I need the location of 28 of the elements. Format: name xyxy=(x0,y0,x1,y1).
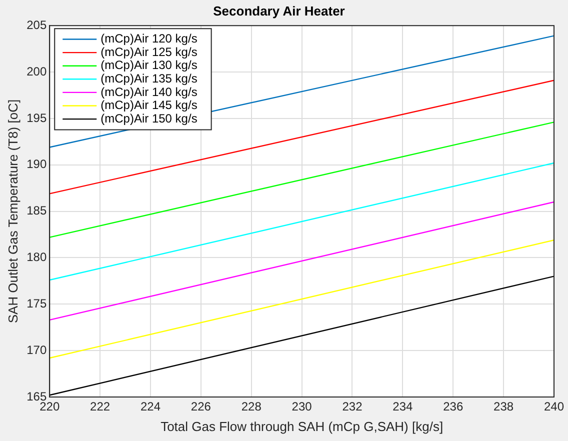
x-tick-label: 236 xyxy=(443,400,464,414)
y-tick-label: 200 xyxy=(26,64,47,78)
legend-label: (mCp)Air 120 kg/s xyxy=(100,32,198,46)
x-tick-label: 240 xyxy=(544,400,564,414)
y-tick-label: 190 xyxy=(26,157,47,172)
x-tick-label: 224 xyxy=(140,400,161,414)
x-tick-label: 232 xyxy=(342,400,363,414)
x-tick-label: 226 xyxy=(190,400,212,414)
x-tick-label: 228 xyxy=(241,400,262,414)
x-axis-title: Total Gas Flow through SAH (mCp G,SAH) [kg/s] xyxy=(160,418,444,434)
legend-label: (mCp)Air 150 kg/s xyxy=(100,111,198,126)
x-tick-label: 234 xyxy=(392,400,414,414)
y-tick-label: 175 xyxy=(26,296,47,310)
legend-label: (mCp)Air 135 kg/s xyxy=(100,71,198,86)
x-tick-label: 230 xyxy=(292,400,312,414)
y-tick-label: 180 xyxy=(26,250,47,264)
x-tick-label: 222 xyxy=(90,400,110,414)
y-tick-label: 195 xyxy=(26,110,47,125)
y-tick-label: 185 xyxy=(26,204,47,218)
legend-label: (mCp)Air 125 kg/s xyxy=(100,44,198,59)
y-tick-label: 205 xyxy=(26,18,47,32)
y-axis-title: SAH Outlet Gas Temperature (T8) [oC] xyxy=(5,99,20,324)
x-tick-label: 238 xyxy=(494,400,514,414)
chart-title: Secondary Air Heater xyxy=(213,3,345,18)
legend-label: (mCp)Air 145 kg/s xyxy=(100,98,198,112)
legend-label: (mCp)Air 140 kg/s xyxy=(100,84,198,99)
legend-label: (mCp)Air 130 kg/s xyxy=(100,58,198,72)
y-tick-label: 170 xyxy=(26,342,47,357)
